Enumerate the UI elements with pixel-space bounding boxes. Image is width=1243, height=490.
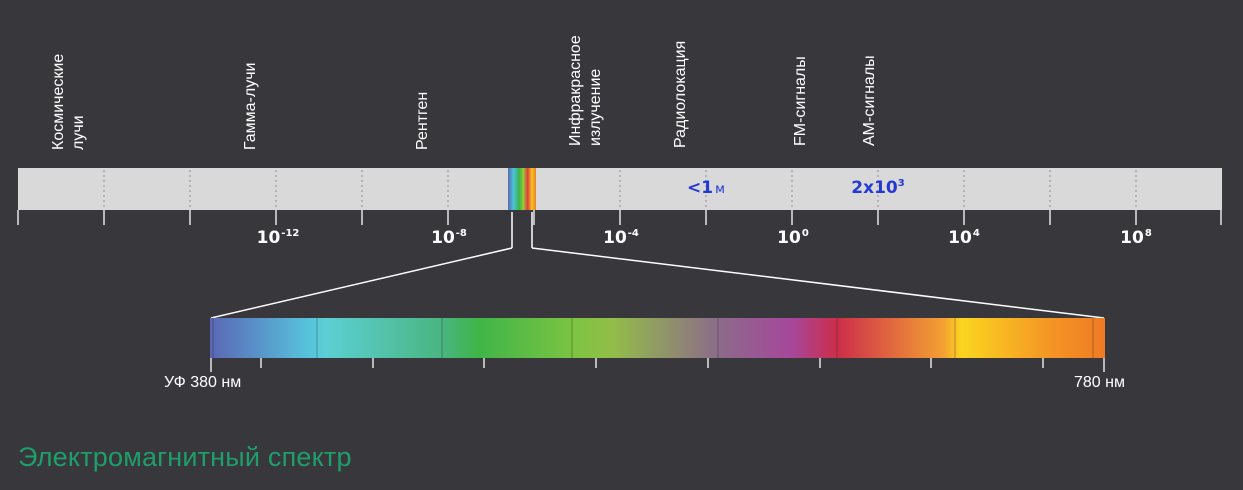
band-mark-2x103-value: 2x10 [851,178,898,198]
band-mark-1m-value: <1 [687,178,714,198]
scale-label-10e8: 108 [1120,228,1152,248]
label-cosmic-rays-text: Космические лучи [50,53,87,150]
label-fm-signals-text: FM-сигналы [792,56,809,146]
spectrum-bar [18,168,1222,210]
label-am-signals-text: AM-сигналы [861,55,878,146]
scale-base: 10 [1120,228,1144,248]
zoom-lines [210,212,1105,319]
band-mark-1m-unit: м [715,182,725,197]
band-mark-2x103: 2x103 [851,178,904,198]
scale-label-10e-12: 10-12 [257,228,300,248]
scale-exp: 4 [972,228,980,239]
scale-base: 10 [603,228,627,248]
visible-range-end: 780 нм [1074,374,1125,391]
label-infrared-text: Инфракрасное излучение [567,35,604,146]
scale-base: 10 [777,228,801,248]
scale-exp: -4 [627,228,639,239]
band-mark-1m: <1 м [687,178,725,198]
visible-spectrum-bar [210,318,1105,358]
scale-label-10e-8: 10-8 [431,228,467,248]
scale-exp: 0 [801,228,809,239]
visible-spectrum-dividers [212,318,1094,358]
scale-base: 10 [431,228,455,248]
band-mark-2x103-exp: 3 [897,178,905,189]
visible-spectrum-ticks [210,358,1105,372]
scale-base: 10 [256,228,281,248]
scale-exp: 8 [1144,228,1152,239]
scale-base: 10 [948,228,972,248]
scale-exp: -12 [281,228,300,239]
scale-label-10e4: 104 [948,228,980,248]
visible-range-start: УФ 380 нм [164,374,242,391]
label-xray-text: Рентген [414,91,431,150]
scale-exp: -8 [455,228,467,239]
bar-gridlines [103,170,1137,208]
label-gamma-rays-text: Гамма-лучи [242,62,259,151]
scale-label-10e0: 100 [777,228,809,248]
bar-ticks [17,210,1222,225]
scale-label-10e-4: 10-4 [603,228,639,248]
visible-band-mini [508,168,536,210]
diagram-title: Электромагнитный спектр [18,442,352,472]
label-radar-text: Радиолокация [672,40,689,148]
